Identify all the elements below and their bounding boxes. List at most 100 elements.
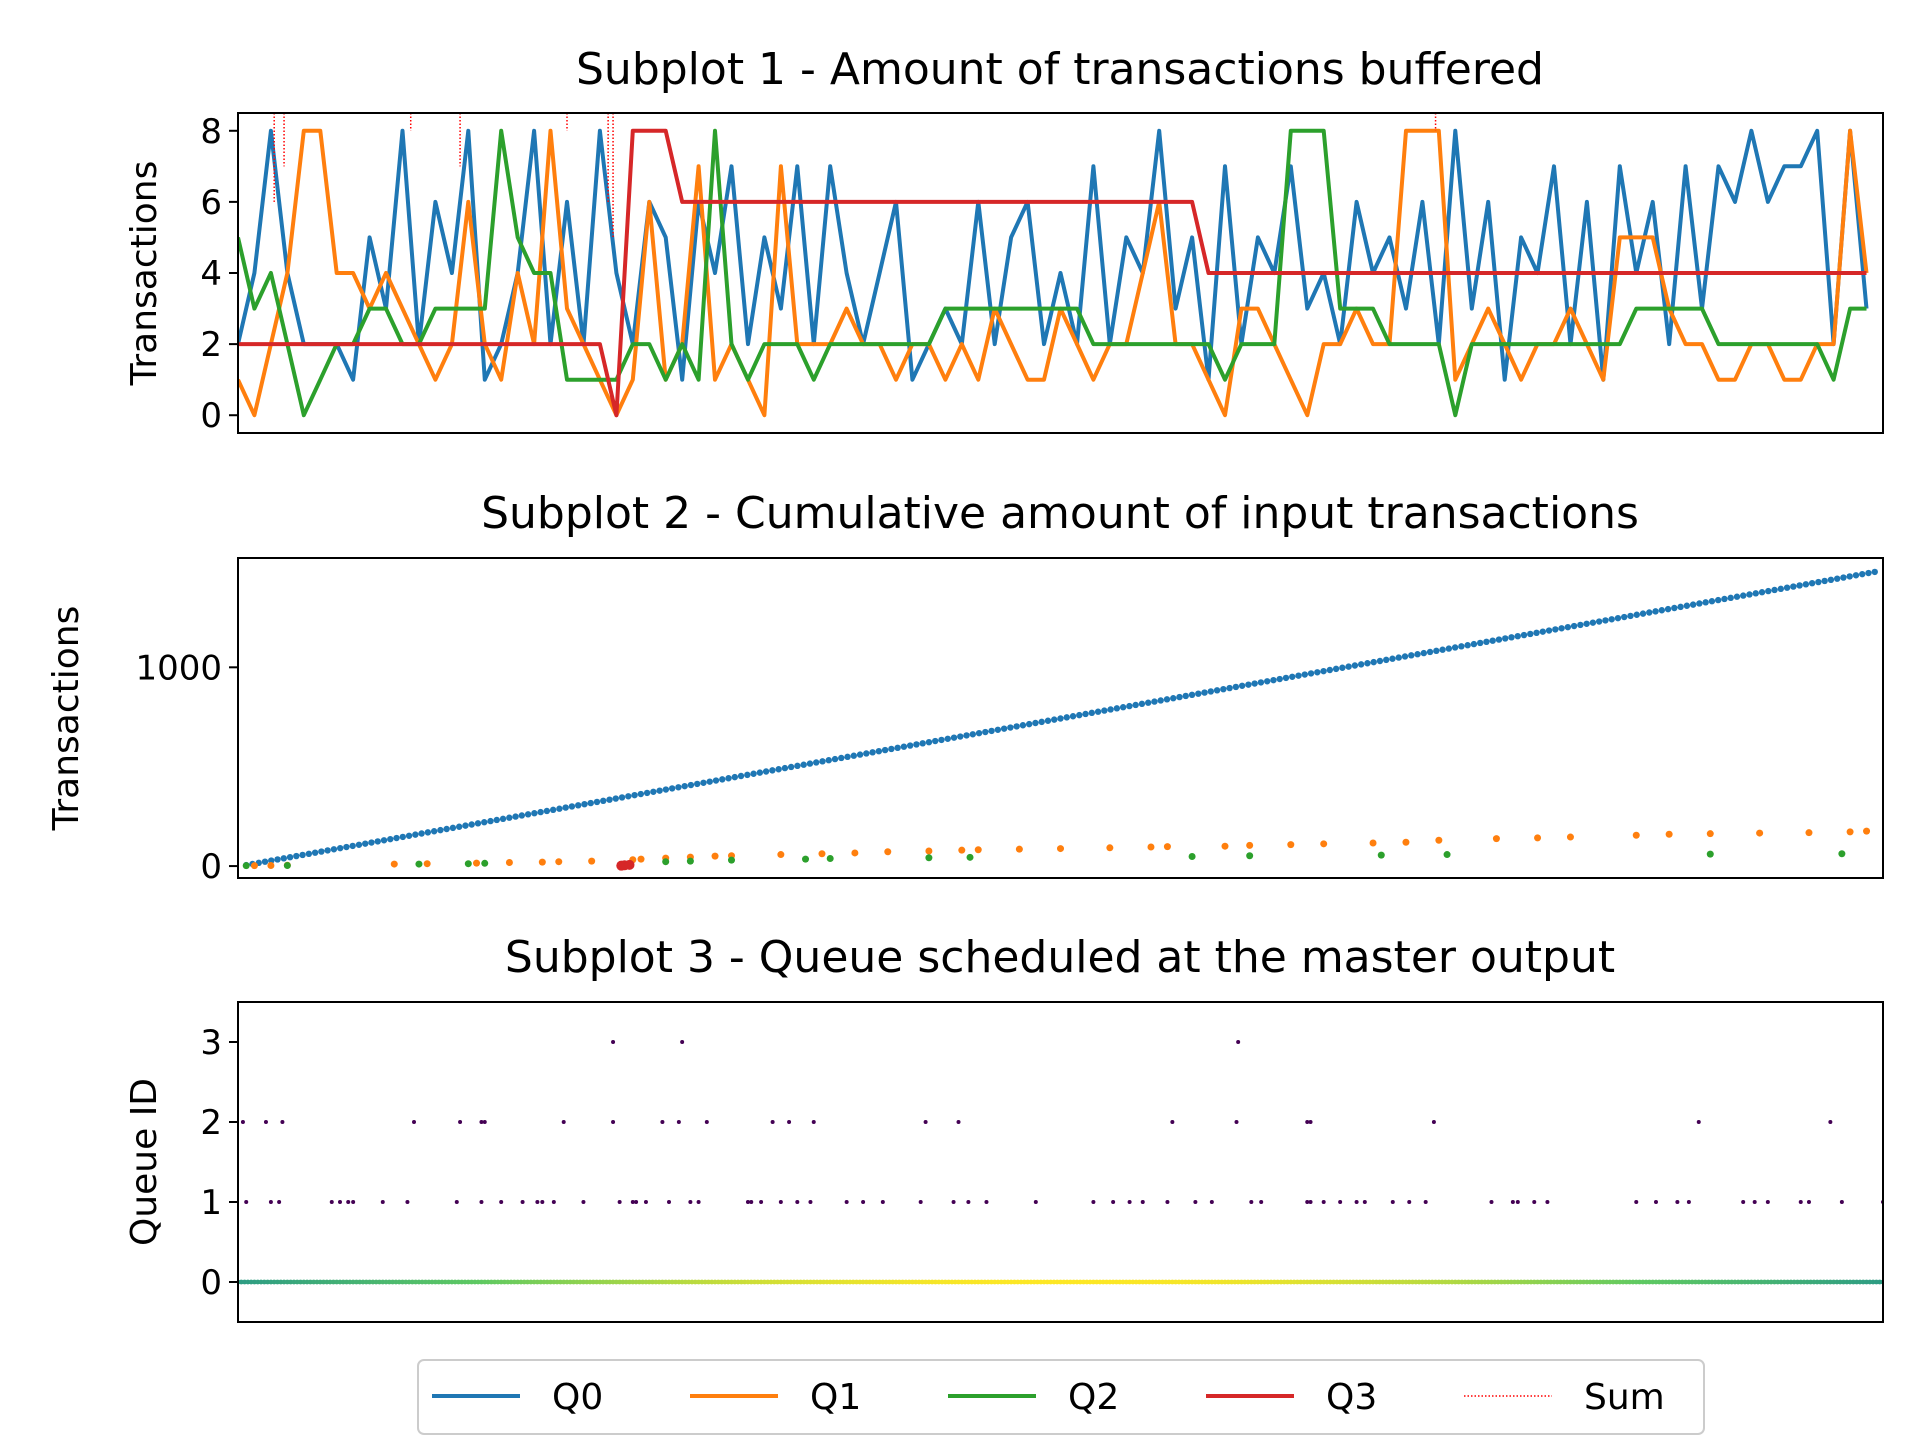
series-q0-point — [1041, 1279, 1047, 1285]
series-q0-point — [1765, 587, 1772, 595]
series-q0-point — [1652, 608, 1659, 615]
series-q0-point — [1852, 572, 1860, 579]
series-q0-point — [373, 1279, 379, 1285]
series-q0-point — [492, 1279, 498, 1285]
series-q0-point — [294, 1279, 300, 1285]
series-q0-point — [840, 1279, 846, 1285]
series-q0-point — [280, 855, 288, 862]
series-q0-point — [1518, 1279, 1524, 1285]
series-q0-point — [700, 779, 707, 786]
series-q0-point — [449, 1279, 455, 1285]
series-q0-point — [403, 1279, 409, 1285]
series-q0-point — [558, 1279, 563, 1285]
series-q0-point — [1833, 575, 1841, 582]
series-q0-point — [1485, 1279, 1491, 1285]
series-q2-point — [561, 1120, 566, 1124]
series-q0-point — [623, 1279, 629, 1285]
y-tick-label: 6 — [200, 183, 222, 223]
series-q0-point — [1811, 1279, 1817, 1285]
series-q0-point — [1264, 678, 1271, 685]
series-q0-point — [1740, 592, 1747, 599]
series-q0-point — [656, 787, 663, 794]
series-q2-point — [1838, 850, 1846, 858]
series-q0-point — [380, 1279, 386, 1285]
series-q0-point — [650, 788, 657, 795]
series-q0-point — [1614, 1279, 1619, 1285]
series-q0-point — [900, 743, 908, 750]
series-q0-point — [1877, 1279, 1883, 1285]
series-q0-point — [673, 1279, 678, 1285]
series-q0-point — [1021, 1279, 1027, 1285]
series-q1-point — [1362, 1200, 1367, 1204]
series-q0-point — [1857, 1279, 1863, 1285]
series-q0-point — [932, 737, 939, 745]
series-q0-point — [487, 817, 494, 825]
series-q0-point — [305, 850, 313, 858]
series-q0-point — [334, 1279, 340, 1285]
series-q0-point — [419, 1279, 425, 1285]
legend-item-q2: Q2 — [948, 1377, 1119, 1418]
series-q0-point — [1186, 1279, 1192, 1285]
series-q0-point — [1301, 1279, 1307, 1285]
series-q0-point — [506, 814, 513, 821]
series-q0-point — [765, 1279, 771, 1285]
series-q0-point — [479, 1279, 484, 1285]
series-q0-point — [265, 1279, 271, 1285]
series-q2-point — [283, 861, 291, 869]
series-q0-point — [430, 828, 438, 835]
series-q1-point — [1033, 1200, 1038, 1204]
series-q0-point — [794, 762, 801, 770]
series-q0-point — [982, 1279, 988, 1285]
series-q1-point — [499, 1200, 504, 1204]
series-q1-point — [1534, 834, 1542, 842]
series-q0-point — [370, 1279, 376, 1285]
series-q0-point — [1525, 1279, 1531, 1285]
series-q0-point — [1308, 1279, 1313, 1285]
series-q0-point — [894, 744, 901, 752]
series-q1-point — [1354, 1200, 1359, 1204]
series-q0-point — [877, 1279, 882, 1285]
series-q0-point — [1376, 657, 1384, 665]
series-q0-point — [906, 742, 914, 749]
y-tick-label: 2 — [200, 325, 222, 365]
series-q1-point — [1798, 1200, 1803, 1204]
series-q0-point — [515, 1279, 521, 1285]
series-q1-point — [1741, 1200, 1746, 1204]
series-q0-point — [844, 1279, 850, 1285]
series-q1-point — [1193, 1200, 1198, 1204]
series-q0-point — [1069, 713, 1077, 720]
series-q0-point — [318, 848, 325, 855]
series-q2-point — [686, 857, 694, 865]
series-q0-point — [662, 786, 670, 793]
series-q0-point — [972, 1279, 978, 1285]
series-q0-point — [752, 1279, 757, 1285]
series-q0-point — [465, 1279, 471, 1285]
series-q0-point — [995, 1279, 1001, 1285]
series-q0-point — [482, 1279, 488, 1285]
series-q0-point — [1650, 1279, 1656, 1285]
series-q0-point — [1298, 1279, 1304, 1285]
series-q0-point — [1182, 692, 1189, 700]
series-q0-point — [883, 1279, 889, 1285]
series-q2-point — [704, 1120, 709, 1124]
series-q0-point — [541, 1279, 547, 1285]
series-q0-point — [1183, 1279, 1188, 1285]
series-q0-point — [363, 1279, 369, 1285]
series-q0-point — [1602, 617, 1609, 624]
series-q0-point — [1201, 689, 1208, 696]
series-q0-point — [1226, 684, 1233, 692]
series-q0-point — [1285, 1279, 1290, 1285]
series-q0-point — [694, 780, 701, 788]
series-q0-point — [1502, 635, 1509, 642]
series-q0-point — [600, 1279, 606, 1285]
series-q1-point — [884, 848, 892, 856]
series-q0-point — [1633, 611, 1640, 618]
series-q0-point — [1671, 604, 1678, 612]
series-q0-point — [1357, 661, 1365, 668]
series-q0-point — [1114, 1279, 1119, 1285]
series-q0-point — [1420, 649, 1427, 657]
y-tick-label: 0 — [200, 847, 222, 887]
y-tick-label: 0 — [200, 396, 222, 436]
series-q0-point — [1814, 1279, 1820, 1285]
series-q0-point — [1854, 1279, 1860, 1285]
